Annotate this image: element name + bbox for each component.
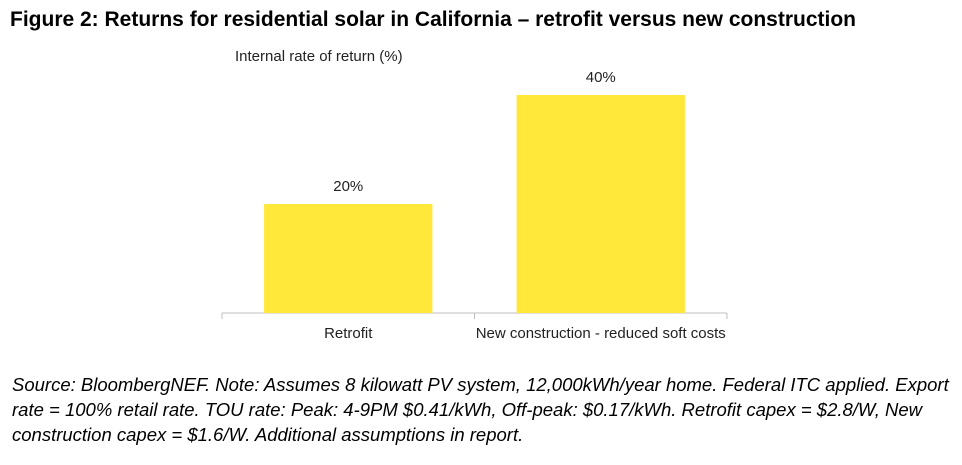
bar [264, 204, 433, 313]
value-label: 40% [586, 69, 616, 86]
x-tick-label: New construction - reduced soft costs [475, 325, 726, 342]
bar [516, 95, 685, 313]
chart-title: Figure 2: Returns for residential solar … [10, 8, 857, 31]
y-axis-label: Internal rate of return (%) [235, 48, 403, 65]
value-label: 20% [333, 178, 363, 195]
chart: 20% 40% [221, 69, 728, 319]
source-note: Source: BloombergNEF. Note: Assumes 8 ki… [12, 374, 949, 445]
x-tick-label: Retrofit [324, 325, 373, 342]
